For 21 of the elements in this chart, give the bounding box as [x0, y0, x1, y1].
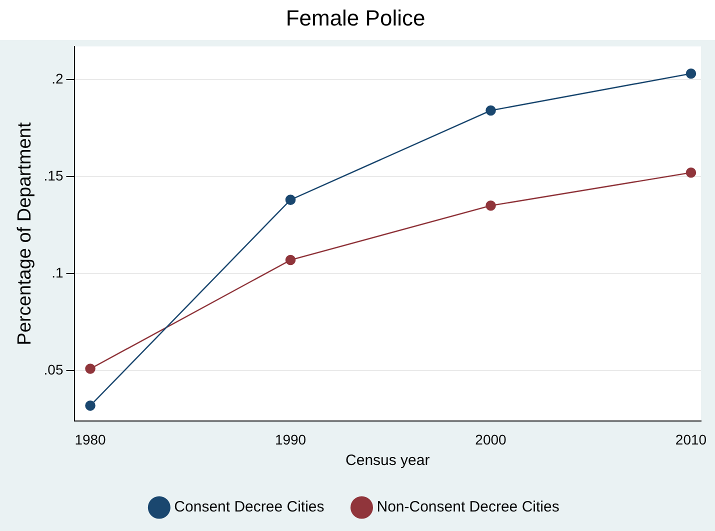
y-tick-label: .2 — [52, 70, 64, 86]
x-tick-label: 2000 — [475, 431, 507, 448]
y-tick-label: .1 — [52, 264, 64, 280]
point — [486, 200, 496, 211]
x-tick-label: 1980 — [74, 431, 106, 448]
point — [285, 254, 296, 266]
point — [85, 400, 96, 411]
y-tick-label: .15 — [44, 167, 64, 184]
point — [686, 68, 696, 79]
y-axis-title: Percentage of Department — [14, 122, 36, 346]
x-axis-title: Census year — [346, 452, 430, 470]
y-tick-label: .05 — [44, 362, 64, 378]
x-tick-label: 1990 — [274, 431, 306, 448]
chart-title: Female Police — [286, 5, 426, 30]
point — [686, 167, 696, 178]
x-tick-label: 2010 — [675, 431, 707, 448]
point — [85, 364, 96, 374]
point — [285, 194, 296, 205]
legend-label: Consent Decree Cities — [174, 498, 324, 516]
point — [486, 105, 496, 116]
legend-label: Non-Consent Decree Cities — [376, 498, 560, 516]
